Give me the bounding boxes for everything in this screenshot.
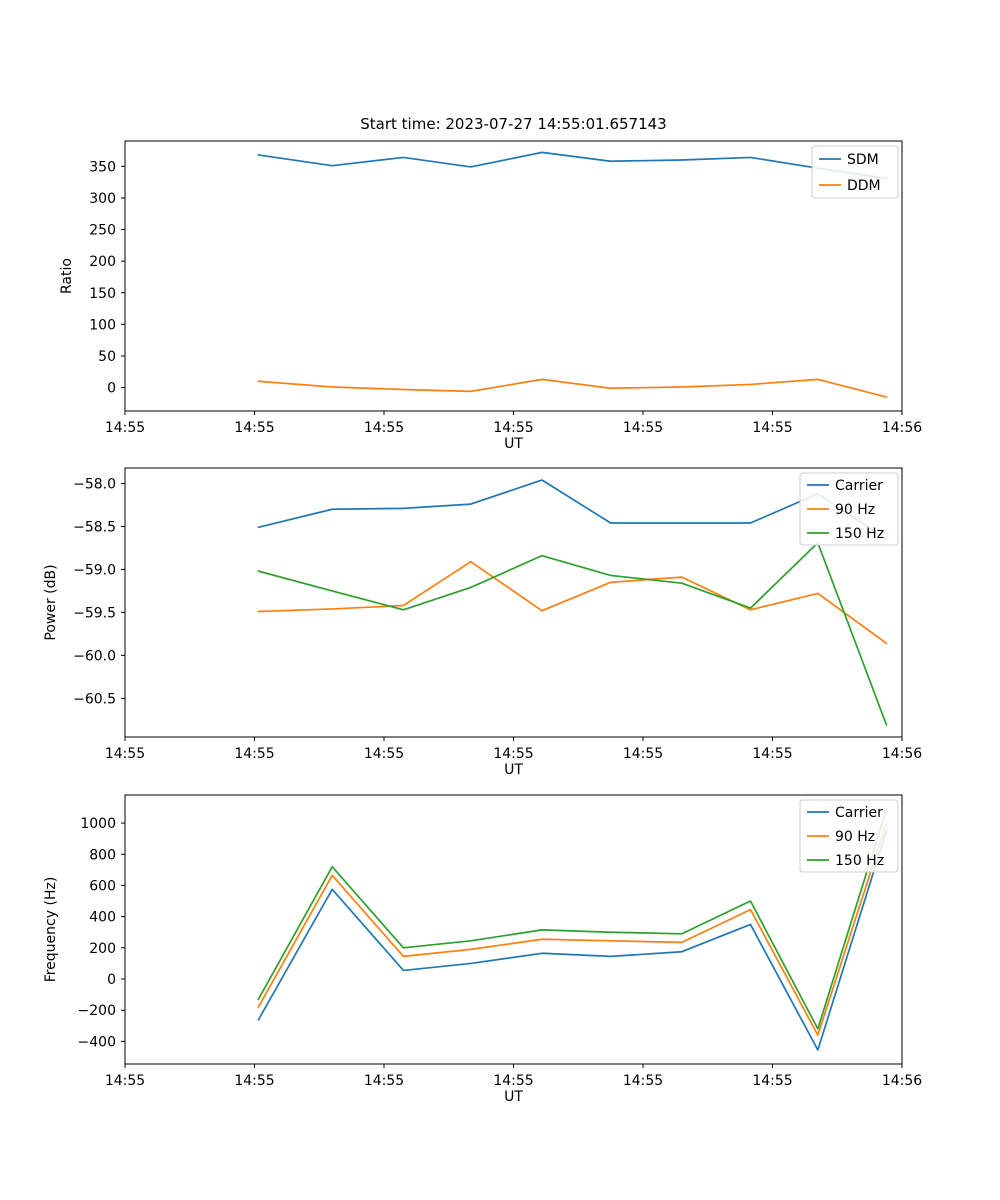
x-tick-label: 14:55	[752, 1073, 792, 1089]
y-tick-label: −59.5	[73, 605, 116, 621]
legend-label-150-hz: 150 Hz	[835, 853, 884, 869]
legend-label-carrier: Carrier	[835, 805, 883, 821]
series-group	[257, 479, 888, 726]
plot-frame	[124, 140, 903, 412]
series-line-150-hz	[257, 541, 888, 726]
series-group	[257, 151, 888, 398]
legend-label-150-hz: 150 Hz	[835, 526, 884, 542]
panels-root: 14:55 14:55 14:55 14:55 14:55 14:55 14:56 0 50 10…	[43, 140, 922, 1105]
y-tick-label: 50	[98, 349, 116, 365]
x-tick-label: 14:55	[493, 1073, 533, 1089]
legend-label-90-hz: 90 Hz	[835, 502, 875, 518]
x-tick-label: 14:55	[105, 420, 145, 436]
x-tick-label: 14:56	[882, 420, 922, 436]
series-line-carrier	[257, 479, 888, 541]
y-tick-label: 350	[89, 159, 116, 175]
y-tick-label: 150	[89, 286, 116, 302]
legend-background	[799, 472, 899, 546]
y-tick-label: 250	[89, 223, 116, 239]
x-tick-label: 14:55	[623, 420, 663, 436]
legend-background	[799, 799, 899, 873]
x-axis-label: UT	[504, 1089, 523, 1105]
y-tick-label: −59.0	[73, 562, 116, 578]
x-tick-label: 14:55	[752, 746, 792, 762]
ratio-panel: 14:55 14:55 14:55 14:55 14:55 14:55 14:56 0 50 10…	[59, 140, 922, 452]
y-axis-label: Ratio	[59, 258, 75, 294]
power-panel: 14:55 14:55 14:55 14:55 14:55 14:55 14:56 −58.0…	[43, 467, 922, 778]
y-axis-label: Frequency (Hz)	[43, 877, 59, 983]
y-tick-label: 100	[89, 317, 116, 333]
y-tick-label: 200	[89, 254, 116, 270]
x-tick-label: 14:56	[882, 746, 922, 762]
y-tick-label: 1000	[80, 816, 116, 832]
x-tick-label: 14:55	[623, 1073, 663, 1089]
x-axis-label: UT	[504, 436, 523, 452]
x-tick-label: 14:55	[623, 746, 663, 762]
x-tick-label: 14:55	[364, 746, 404, 762]
x-tick-label: 14:55	[364, 420, 404, 436]
y-tick-label: 400	[89, 910, 116, 926]
x-tick-label: 14:55	[364, 1073, 404, 1089]
x-tick-label: 14:55	[234, 1073, 274, 1089]
frequency-panel: 14:55 14:55 14:55 14:55 14:55 14:55 14:56 −400 −…	[43, 794, 922, 1105]
x-tick-label: 14:55	[105, 746, 145, 762]
x-tick-label: 14:55	[493, 420, 533, 436]
y-axis-label: Power (dB)	[43, 564, 59, 640]
y-tick-label: −58.5	[73, 519, 116, 535]
y-tick-label: −58.0	[73, 476, 116, 492]
legend-label-90-hz: 90 Hz	[835, 829, 875, 845]
y-tick-label: 300	[89, 191, 116, 207]
series-group	[257, 808, 888, 1051]
series-line-90-hz	[257, 560, 888, 645]
x-tick-label: 14:55	[234, 746, 274, 762]
legend: SDM DDM	[811, 145, 899, 199]
y-tick-label: 800	[89, 847, 116, 863]
x-tick-label: 14:55	[234, 420, 274, 436]
y-tick-label: −60.0	[73, 648, 116, 664]
series-line-90-hz	[257, 822, 888, 1037]
series-line-carrier	[257, 830, 888, 1051]
x-tick-label: 14:55	[493, 746, 533, 762]
x-axis-label: UT	[504, 762, 523, 778]
x-tick-label: 14:55	[105, 1073, 145, 1089]
legend: Carrier 90 Hz 150 Hz	[799, 799, 899, 873]
series-line-150-hz	[257, 808, 888, 1030]
series-line-sdm	[257, 151, 888, 180]
plot-frame	[124, 794, 903, 1065]
legend: Carrier 90 Hz 150 Hz	[799, 472, 899, 546]
x-tick-label: 14:55	[752, 420, 792, 436]
series-line-ddm	[257, 378, 888, 398]
legend-label-ddm: DDM	[847, 178, 881, 194]
y-tick-label: 600	[89, 878, 116, 894]
y-tick-label: −400	[78, 1034, 116, 1050]
y-tick-label: 0	[107, 381, 116, 397]
x-tick-label: 14:56	[882, 1073, 922, 1089]
legend-label-sdm: SDM	[847, 152, 879, 168]
y-tick-label: 0	[107, 972, 116, 988]
y-tick-label: −60.5	[73, 691, 116, 707]
y-tick-label: −200	[78, 1003, 116, 1019]
legend-label-carrier: Carrier	[835, 478, 883, 494]
figure-title: Start time: 2023-07-27 14:55:01.657143	[360, 115, 666, 133]
y-tick-label: 200	[89, 941, 116, 957]
